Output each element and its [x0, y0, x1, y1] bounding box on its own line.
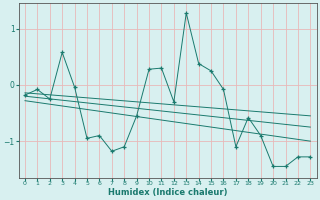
X-axis label: Humidex (Indice chaleur): Humidex (Indice chaleur): [108, 188, 228, 197]
